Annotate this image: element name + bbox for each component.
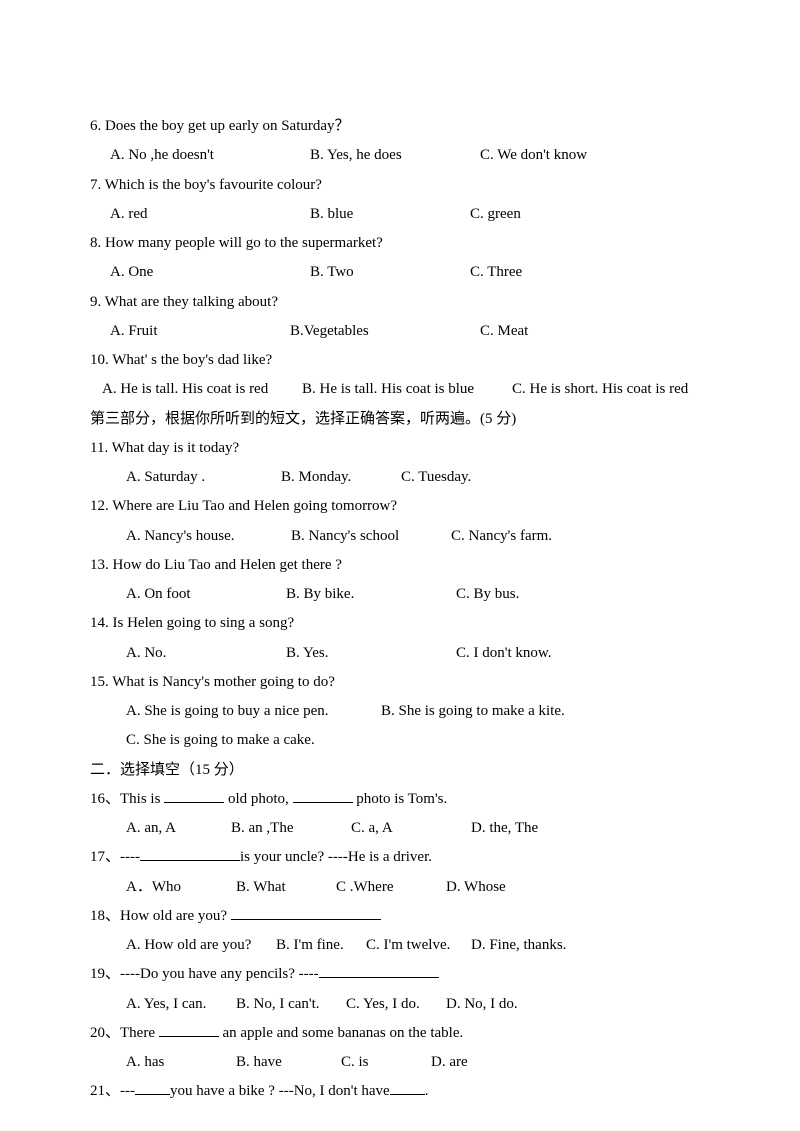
mc-option: B. I'm fine. (276, 931, 366, 960)
option-row: A. He is tall. His coat is redB. He is t… (90, 375, 710, 404)
option-row: A. OneB. TwoC. Three (90, 258, 710, 287)
mc-option: B. have (236, 1048, 341, 1077)
fill-blank (390, 1081, 425, 1096)
mc-option: B. Yes. (286, 639, 456, 668)
mc-option: D. are (431, 1048, 468, 1077)
option-row: A. hasB. haveC. isD. are (90, 1048, 710, 1077)
option-row: A. No ,he doesn'tB. Yes, he doesC. We do… (90, 141, 710, 170)
mc-option: C. She is going to make a cake. (126, 726, 315, 755)
section-3-header: 第三部分，根据你所听到的短文，选择正确答案，听两遍。(5 分) (90, 405, 710, 434)
option-row: A. redB. blueC. green (90, 200, 710, 229)
mc-option: B. He is tall. His coat is blue (302, 375, 512, 404)
mc-question: 7. Which is the boy's favourite colour? (90, 171, 710, 200)
mc-option: A. red (110, 200, 310, 229)
mc-option: A. No ,he doesn't (110, 141, 310, 170)
mc-option: B. Two (310, 258, 470, 287)
mc-option: A. Fruit (110, 317, 290, 346)
mc-option: A. an, A (126, 814, 231, 843)
mc-option: B. Monday. (281, 463, 401, 492)
mc-question: 11. What day is it today? (90, 434, 710, 463)
mc-option: C .Where (336, 873, 446, 902)
fill-question: 17、----is your uncle? ----He is a driver… (90, 843, 710, 872)
mc-option: C. We don't know (480, 141, 587, 170)
fill-question: 18、How old are you? (90, 902, 710, 931)
mc-option: A. On foot (126, 580, 286, 609)
mc-option: A. has (126, 1048, 236, 1077)
mc-option: B. Nancy's school (291, 522, 451, 551)
mc-option: A. Saturday . (126, 463, 281, 492)
mc-option: C. Meat (480, 317, 528, 346)
mc-option: A. She is going to buy a nice pen. (126, 697, 381, 726)
fill-question: 21、---you have a bike ? ---No, I don't h… (90, 1077, 710, 1106)
mc-option: C. I'm twelve. (366, 931, 471, 960)
fill-blank (293, 788, 353, 803)
option-row: A. Yes, I can.B. No, I can't.C. Yes, I d… (90, 990, 710, 1019)
fill-blank (231, 905, 381, 920)
option-row: C. She is going to make a cake. (90, 726, 710, 755)
mc-option: B. an ,The (231, 814, 351, 843)
section-fill-header: 二．选择填空（15 分） (90, 756, 710, 785)
exam-page: 6. Does the boy get up early on Saturday… (0, 0, 800, 1131)
mc-option: A. Nancy's house. (126, 522, 291, 551)
option-row: A. Nancy's house.B. Nancy's schoolC. Nan… (90, 522, 710, 551)
mc-question: 8. How many people will go to the superm… (90, 229, 710, 258)
mc-option: D. No, I do. (446, 990, 518, 1019)
fill-blank (319, 964, 439, 979)
mc-option: D. Whose (446, 873, 506, 902)
mc-question: 15. What is Nancy's mother going to do? (90, 668, 710, 697)
mc-option: C. green (470, 200, 521, 229)
fill-blank (140, 847, 240, 862)
mc-option: C. I don't know. (456, 639, 551, 668)
fill-question: 16、This is old photo, photo is Tom's. (90, 785, 710, 814)
mc-option: C. By bus. (456, 580, 519, 609)
mc-option: C. Nancy's farm. (451, 522, 552, 551)
mc-option: B.Vegetables (290, 317, 480, 346)
mc-option: C. He is short. His coat is red (512, 375, 688, 404)
mc-question: 10. What' s the boy's dad like? (90, 346, 710, 375)
mc-option: A. No. (126, 639, 286, 668)
option-row: A. FruitB.VegetablesC. Meat (90, 317, 710, 346)
mc-option: A. How old are you? (126, 931, 276, 960)
option-row: A. Saturday .B. Monday.C. Tuesday. (90, 463, 710, 492)
fill-blank (164, 788, 224, 803)
mc-option: B. What (236, 873, 336, 902)
mc-option: A. One (110, 258, 310, 287)
option-row: A. She is going to buy a nice pen.B. She… (90, 697, 710, 726)
mc-question: 12. Where are Liu Tao and Helen going to… (90, 492, 710, 521)
fill-question: 20、There an apple and some bananas on th… (90, 1019, 710, 1048)
mc-option: C. Three (470, 258, 522, 287)
mc-option: C. Yes, I do. (346, 990, 446, 1019)
fill-blank (159, 1022, 219, 1037)
mc-option: B. By bike. (286, 580, 456, 609)
mc-option: A. He is tall. His coat is red (102, 375, 302, 404)
option-row: A. On footB. By bike.C. By bus. (90, 580, 710, 609)
option-row: A. No.B. Yes.C. I don't know. (90, 639, 710, 668)
mc-question: 9. What are they talking about? (90, 288, 710, 317)
mc-option: A. Yes, I can. (126, 990, 236, 1019)
mc-question: 6. Does the boy get up early on Saturday… (90, 112, 710, 141)
option-row: A. an, AB. an ,TheC. a, AD. the, The (90, 814, 710, 843)
mc-option: B. Yes, he does (310, 141, 480, 170)
mc-option: A．Who (126, 873, 236, 902)
fill-blank (135, 1081, 170, 1096)
mc-option: D. the, The (471, 814, 538, 843)
mc-question: 14. Is Helen going to sing a song? (90, 609, 710, 638)
mc-option: B. blue (310, 200, 470, 229)
mc-option: B. No, I can't. (236, 990, 346, 1019)
option-row: A. How old are you?B. I'm fine.C. I'm tw… (90, 931, 710, 960)
mc-option: D. Fine, thanks. (471, 931, 566, 960)
mc-option: C. Tuesday. (401, 463, 471, 492)
mc-option: C. is (341, 1048, 431, 1077)
mc-option: C. a, A (351, 814, 471, 843)
option-row: A．WhoB. WhatC .WhereD. Whose (90, 873, 710, 902)
mc-question: 13. How do Liu Tao and Helen get there ? (90, 551, 710, 580)
mc-option: B. She is going to make a kite. (381, 697, 565, 726)
fill-question: 19、----Do you have any pencils? ---- (90, 960, 710, 989)
